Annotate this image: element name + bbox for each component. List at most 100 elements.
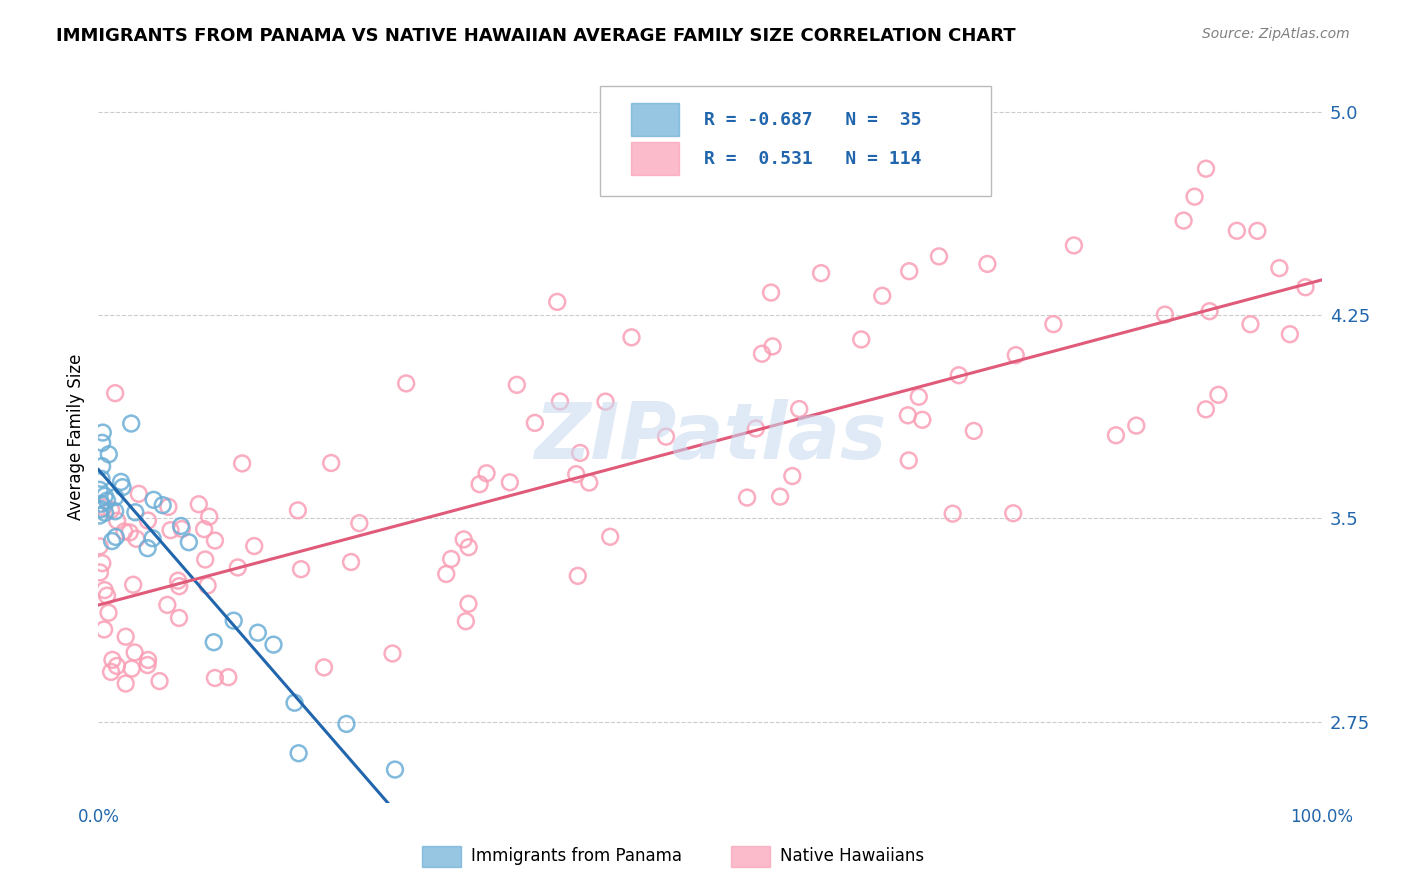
Point [787, 402, 810, 417]
Point [468, 477, 491, 491]
Point [90, 497, 112, 511]
Point [381, 647, 404, 661]
Point [97, 447, 120, 461]
Point [152, 498, 174, 512]
Point [475, 467, 498, 481]
Text: Source: ZipAtlas.com: Source: ZipAtlas.com [1202, 27, 1350, 41]
Point [128, 487, 150, 501]
Point [1246, 224, 1268, 238]
Point [198, 509, 221, 524]
Point [91, 425, 114, 440]
Point [870, 289, 893, 303]
Point [1295, 280, 1317, 294]
Point [96, 493, 118, 508]
Point [506, 377, 529, 392]
Point [312, 660, 335, 674]
Point [194, 552, 217, 566]
Point [287, 503, 309, 517]
Point [90, 502, 112, 516]
Point [911, 413, 934, 427]
Point [1278, 327, 1301, 342]
Point [93, 623, 115, 637]
Point [745, 421, 768, 435]
Point [1154, 308, 1177, 322]
Point [217, 670, 239, 684]
Point [384, 763, 406, 777]
Point [204, 671, 226, 685]
Point [142, 492, 165, 507]
Point [222, 614, 245, 628]
Point [655, 430, 678, 444]
Point [1125, 418, 1147, 433]
Point [1063, 238, 1085, 252]
Point [204, 533, 226, 548]
Point [170, 519, 193, 533]
Point [578, 475, 600, 490]
Point [457, 540, 479, 554]
Point [112, 524, 135, 539]
Point [499, 475, 522, 490]
Point [283, 696, 305, 710]
Point [380, 814, 402, 828]
Point [156, 598, 179, 612]
Point [90, 472, 112, 486]
Point [976, 257, 998, 271]
Point [243, 539, 266, 553]
Point [93, 583, 115, 598]
Point [1208, 388, 1230, 402]
Point [89, 508, 111, 523]
Point [148, 674, 170, 689]
Point [321, 456, 343, 470]
Point [1042, 317, 1064, 331]
Point [136, 541, 159, 556]
Point [454, 614, 477, 628]
Point [100, 665, 122, 679]
Point [1105, 428, 1128, 442]
Point [187, 497, 209, 511]
Point [759, 285, 782, 300]
Point [963, 424, 986, 438]
Point [1239, 317, 1261, 331]
Point [898, 264, 921, 278]
Point [335, 717, 357, 731]
Point [89, 566, 111, 580]
Point [523, 416, 546, 430]
Point [395, 376, 418, 391]
Point [440, 552, 463, 566]
Point [142, 531, 165, 545]
Point [851, 333, 873, 347]
Point [546, 294, 568, 309]
Point [735, 491, 758, 505]
Point [948, 368, 970, 383]
Point [1173, 213, 1195, 227]
Point [100, 503, 122, 517]
Point [287, 746, 309, 760]
Point [782, 469, 804, 483]
Text: Immigrants from Panama: Immigrants from Panama [471, 847, 682, 865]
Point [167, 611, 190, 625]
Point [93, 500, 115, 515]
Point [897, 453, 920, 467]
Point [177, 535, 200, 549]
Point [91, 435, 114, 450]
Point [565, 467, 588, 482]
Point [942, 507, 965, 521]
Point [434, 566, 457, 581]
Point [97, 606, 120, 620]
Point [114, 676, 136, 690]
Point [290, 562, 312, 576]
Point [1004, 348, 1026, 362]
Point [595, 394, 617, 409]
Y-axis label: Average Family Size: Average Family Size [66, 354, 84, 520]
Point [157, 500, 180, 514]
Point [91, 459, 114, 474]
Point [122, 578, 145, 592]
Point [197, 578, 219, 592]
Point [453, 533, 475, 547]
Point [170, 522, 193, 536]
Point [104, 530, 127, 544]
Point [569, 446, 592, 460]
Point [120, 417, 142, 431]
Point [599, 530, 621, 544]
Point [101, 534, 124, 549]
